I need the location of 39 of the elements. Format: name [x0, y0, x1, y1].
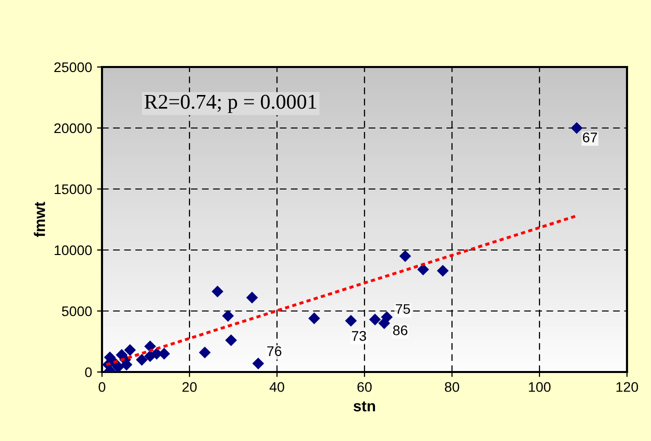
annotation: 67	[582, 132, 597, 142]
annotation: 75	[396, 304, 410, 314]
point	[437, 265, 448, 276]
point	[124, 344, 136, 356]
point	[418, 264, 429, 276]
x-tick-label: 80	[444, 382, 460, 392]
x-tick-label: 120	[616, 382, 638, 392]
point	[199, 346, 210, 358]
x-axis-title: stn	[354, 401, 376, 412]
x-tick-label: 60	[357, 382, 372, 392]
y-tick-label: 5000	[62, 306, 92, 316]
point	[369, 314, 381, 326]
point	[378, 318, 390, 329]
point	[158, 348, 170, 360]
y-axis-title: fmwt	[34, 202, 46, 238]
y-tick-label: 15000	[54, 184, 92, 194]
x-tick-label: 0	[98, 382, 106, 392]
point	[222, 310, 234, 322]
x-tick-label: 100	[528, 382, 551, 392]
point	[345, 315, 357, 326]
annotation: R2=0.74; p = 0.0001	[144, 94, 316, 114]
point	[212, 286, 224, 298]
point	[225, 334, 237, 346]
annotation: 76	[267, 346, 282, 356]
y-tick-label: 25000	[54, 62, 92, 72]
point	[246, 292, 258, 304]
annotation: 86	[393, 325, 408, 336]
y-tick-label: 10000	[54, 245, 92, 256]
x-tick-label: 20	[182, 382, 197, 392]
point	[136, 354, 148, 366]
annotation: 73	[352, 331, 366, 341]
x-tick-label: 40	[270, 382, 284, 392]
point	[308, 312, 320, 324]
point	[252, 358, 264, 370]
point	[571, 122, 582, 134]
point	[400, 250, 411, 262]
y-tick-label: 0	[85, 367, 92, 378]
y-tick-label: 20000	[54, 123, 92, 134]
point	[144, 340, 156, 352]
